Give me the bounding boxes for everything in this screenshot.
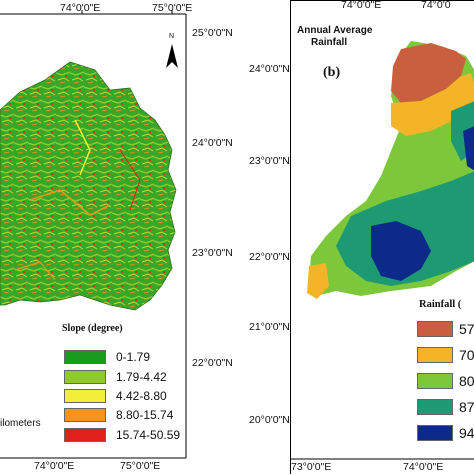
slope-legend-item: 8.80-15.74: [64, 408, 173, 422]
slope-legend-item: 4.42-8.80: [64, 389, 167, 403]
legend-swatch: [64, 350, 106, 364]
top-tick-74e-b: 74°0'0: [421, 0, 451, 11]
north-label: N: [169, 33, 175, 40]
rainfall-legend-item: 801.: [417, 373, 474, 389]
top-tick-74e: 74°0'0"E: [341, 0, 382, 11]
legend-label: 876.: [459, 399, 474, 415]
slope-region: [0, 61, 177, 311]
legend-label: 948.: [459, 425, 474, 441]
legend-swatch: [64, 428, 106, 442]
left-tick-20n: 20°0'0"N: [249, 414, 290, 426]
north-arrow-icon: [166, 44, 178, 68]
rainfall-region-571: [391, 43, 466, 103]
slope-legend-item: 0-1.79: [64, 350, 150, 364]
legend-swatch: [64, 370, 106, 384]
right-tick-24n: 24°0'0"N: [192, 137, 233, 149]
legend-label: 0-1.79: [116, 350, 151, 364]
legend-swatch: [417, 373, 453, 389]
legend-label: 571.: [459, 321, 474, 337]
left-tick-23n: 23°0'0"N: [249, 155, 290, 167]
panel-label-b: (b): [323, 65, 341, 80]
rainfall-region-700-b: [307, 263, 329, 299]
left-tick-22n: 22°0'0"N: [249, 251, 290, 263]
legend-label: 8.80-15.74: [116, 408, 174, 422]
top-tick-75e: 75°0'0"E: [152, 2, 193, 14]
slope-legend-item: 1.79-4.42: [64, 370, 167, 384]
legend-label: 801.: [459, 373, 474, 389]
bottom-tick-74e: 74°0'0"E: [34, 460, 75, 472]
bottom-tick-74e: 74°0'0"E: [403, 461, 444, 473]
legend-label: 700.: [459, 347, 474, 363]
right-tick-23n: 23°0'0"N: [192, 247, 233, 259]
legend-label: 4.42-8.80: [116, 389, 167, 403]
left-tick-21n: 21°0'0"N: [249, 321, 290, 333]
right-tick-22n: 22°0'0"N: [192, 357, 233, 369]
top-tick-74e: 74°0'0"E: [60, 2, 101, 14]
rainfall-legend-item: 700.: [417, 347, 474, 363]
rainfall-legend-item: 948.: [417, 425, 474, 441]
bottom-tick-75e: 75°0'0"E: [120, 460, 161, 472]
slope-map-panel: 74°0'0"E 75°0'0"E 25°0'0"N 24°0'0"N 23°0…: [0, 2, 233, 472]
rainfall-title-line2: Rainfall: [311, 37, 348, 48]
right-tick-25n: 25°0'0"N: [192, 27, 233, 39]
left-tick-24n: 24°0'0"N: [249, 63, 290, 75]
legend-swatch: [417, 321, 453, 337]
rainfall-legend-title: Rainfall (: [419, 299, 462, 310]
rainfall-legend-item: 571.: [417, 321, 474, 337]
rainfall-map-panel: 74°0'0"E 74°0'0 24°0'0"N 23°0'0"N 22°0'0…: [249, 0, 474, 474]
legend-swatch: [64, 408, 106, 422]
slope-legend-title: Slope (degree): [62, 323, 123, 334]
rainfall-title-line1: Annual Average: [297, 25, 373, 36]
rainfall-region-948: [371, 221, 431, 281]
rainfall-map: [291, 41, 474, 460]
legend-label: 15.74-50.59: [116, 428, 181, 442]
rainfall-legend-item: 876.: [417, 399, 474, 415]
slope-legend-item: 15.74-50.59: [64, 428, 180, 442]
legend-swatch: [64, 389, 106, 403]
slope-map: [0, 10, 187, 459]
legend-swatch: [417, 347, 453, 363]
scale-bar-label: ilometers: [0, 418, 41, 429]
legend-swatch: [417, 399, 453, 415]
legend-swatch: [417, 425, 453, 441]
legend-label: 1.79-4.42: [116, 370, 167, 384]
bottom-tick-73e: 73°0'0"E: [291, 461, 332, 473]
